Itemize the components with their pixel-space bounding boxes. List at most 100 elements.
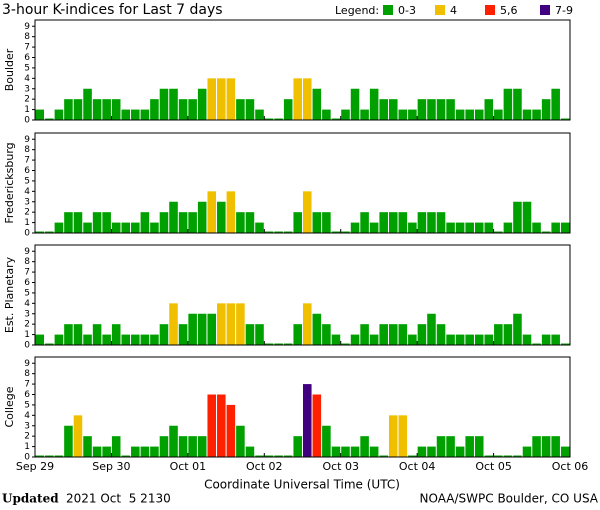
bar [474,222,484,233]
bar [446,334,455,345]
bar [388,99,398,120]
bar [274,343,283,345]
y-tick-label: 3 [24,309,30,319]
bar [293,212,302,233]
bar [264,343,274,345]
y-tick-label: 5 [24,288,30,298]
bar [283,455,293,457]
bar [465,436,474,457]
bar [169,201,178,233]
bar [121,109,131,120]
legend-swatch [485,5,495,15]
bar [350,88,360,120]
bar [331,231,341,233]
panel-frame [34,19,571,121]
bar [131,446,140,457]
bar [188,436,197,457]
bar [427,313,436,345]
bar [398,324,408,345]
y-tick-label: 7 [24,380,30,390]
bar [54,334,64,345]
bar [484,455,494,457]
bar [465,222,474,233]
bar [474,334,484,345]
bar [111,436,121,457]
bar [474,109,484,120]
bar [178,324,188,345]
bar [494,324,503,345]
bar [236,212,245,233]
y-tick-label: 0 [24,229,30,239]
bar [178,99,188,120]
bar [188,212,197,233]
bar [45,118,54,120]
y-tick-label: 2 [24,95,30,105]
bar [83,334,92,345]
bar [150,446,159,457]
bar [465,109,474,120]
bar [140,334,150,345]
bar [427,99,436,120]
bar [274,455,283,457]
x-axis-label: Coordinate Universal Time (UTC) [204,478,400,492]
bar [245,324,255,345]
bar [494,231,503,233]
bar [560,343,570,345]
bar [331,118,341,120]
bar [293,436,302,457]
legend-label: 0-3 [398,4,416,17]
bar [360,436,369,457]
bar [236,99,245,120]
y-tick-label: 6 [24,390,30,400]
bar [73,212,83,233]
bar [150,334,159,345]
bar [417,446,427,457]
bar [264,455,274,457]
bar [169,303,178,345]
y-tick-label: 2 [24,320,30,330]
bar [522,201,532,233]
bar [54,455,64,457]
x-tick-label: Oct 02 [246,460,283,473]
y-tick-label: 4 [24,74,30,84]
panel-frame [34,132,571,234]
bar [83,88,92,120]
bar [217,78,226,120]
bar [398,212,408,233]
bar [322,425,331,457]
bar [532,109,541,120]
y-tick-label: 4 [24,187,30,197]
bar [522,446,532,457]
bar [169,425,178,457]
bar [35,109,45,120]
bar [45,455,54,457]
bar [207,394,217,457]
bar [541,436,551,457]
y-tick-label: 8 [24,145,30,155]
y-tick-label: 3 [24,84,30,94]
bar [217,303,226,345]
bar [341,446,350,457]
bar [45,343,54,345]
bar [255,455,264,457]
bar [236,303,245,345]
bar [197,313,207,345]
bar [207,313,217,345]
bar [513,201,522,233]
bar [436,99,446,120]
bar [388,212,398,233]
bar [322,109,331,120]
y-tick-label: 7 [24,43,30,53]
bar [207,191,217,233]
bar [150,222,159,233]
bar [102,99,111,120]
bar [226,191,236,233]
bar [140,212,150,233]
bar [197,88,207,120]
bar [541,99,551,120]
bar [255,222,264,233]
bar [159,212,169,233]
bar [111,222,121,233]
panel-label: Fredericksburg [3,142,16,223]
